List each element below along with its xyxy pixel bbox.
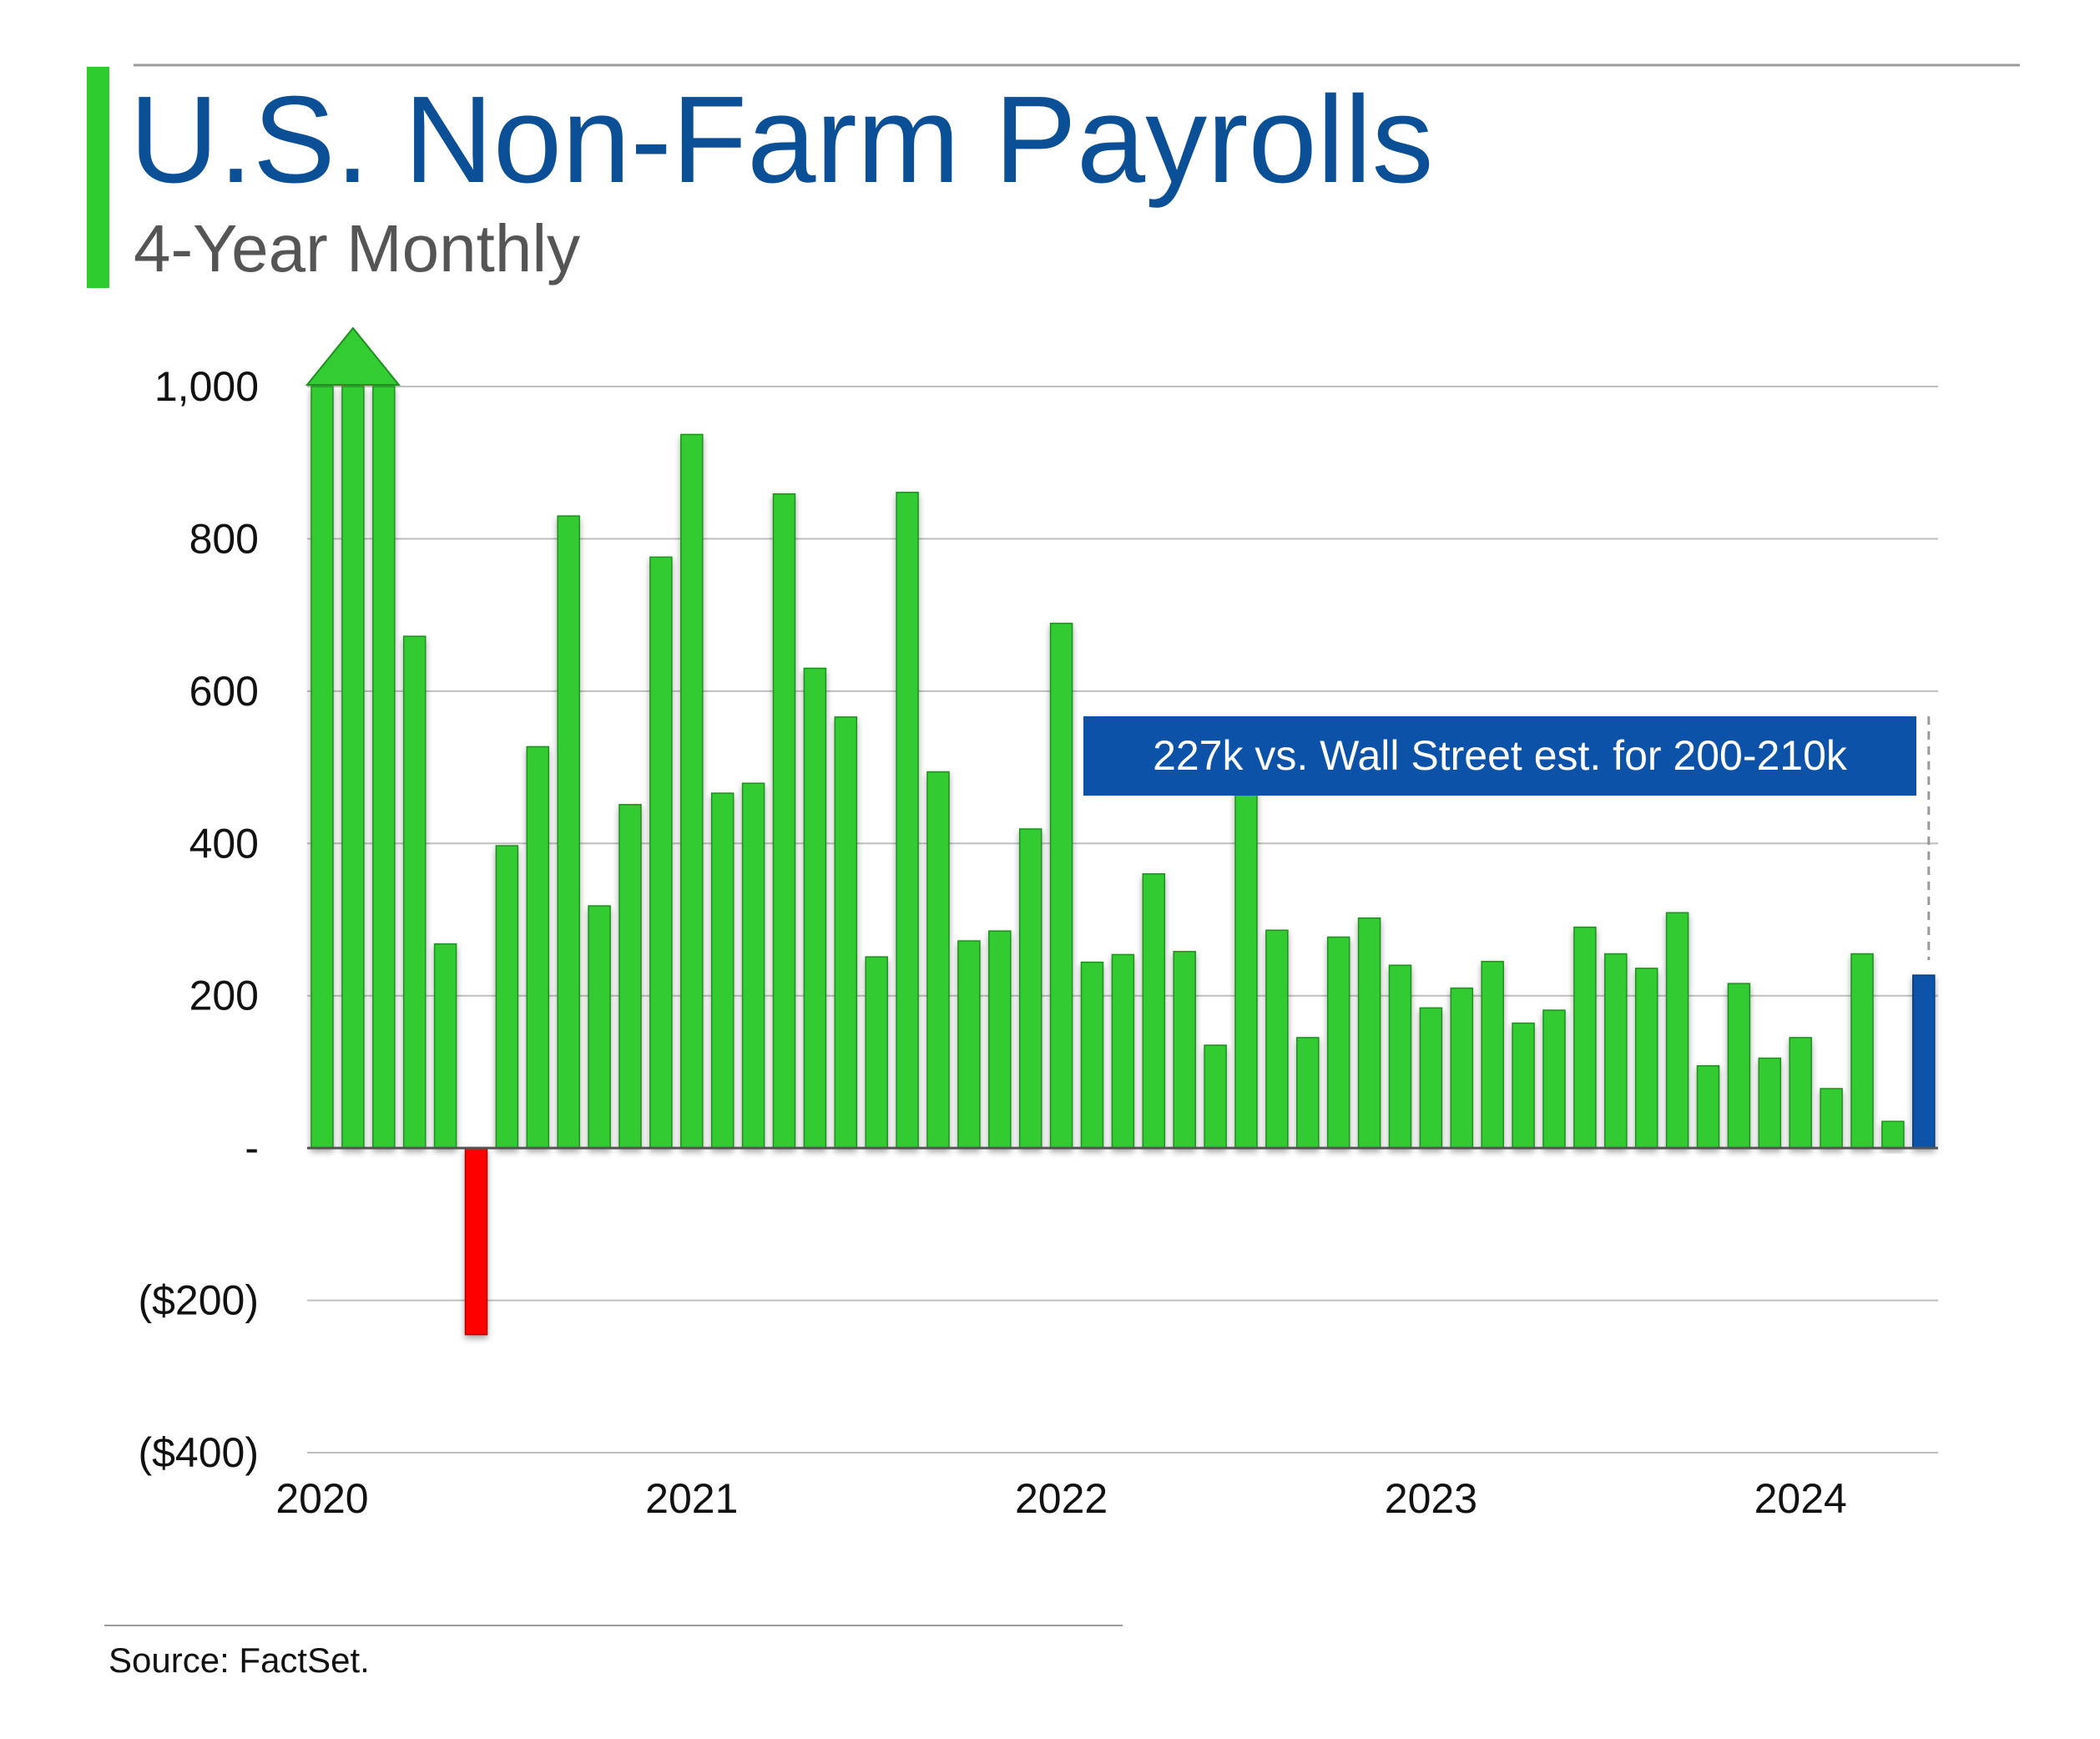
x-tick-label: 2023	[1385, 1475, 1477, 1522]
y-tick-label: -	[245, 1125, 259, 1171]
bar	[1326, 936, 1350, 1149]
chart-subtitle: 4-Year Monthly	[134, 211, 580, 286]
x-tick-label: 2021	[645, 1475, 738, 1522]
x-tick-label: 2022	[1015, 1475, 1108, 1522]
bar	[1634, 968, 1658, 1149]
bar	[618, 804, 642, 1149]
y-tick-label: ($200)	[138, 1277, 259, 1324]
bar	[649, 556, 673, 1149]
bar	[865, 956, 888, 1149]
y-tick-label: 1,000	[154, 363, 259, 410]
y-tick-label: 400	[189, 820, 259, 867]
bar	[1727, 983, 1751, 1149]
x-tick-label: 2020	[275, 1475, 368, 1522]
y-tick-label: 200	[189, 973, 259, 1019]
bar	[1173, 951, 1196, 1149]
bar-negative	[464, 1147, 488, 1336]
bar	[402, 635, 427, 1149]
callout-text: 227k vs. Wall Street est. for 200-210k	[1153, 732, 1848, 779]
chart-title: U.S. Non-Farm Payrolls	[129, 71, 1434, 209]
bar	[310, 386, 334, 1149]
bar	[1204, 1044, 1227, 1149]
bar	[772, 493, 796, 1149]
bar-latest	[1912, 974, 1936, 1149]
bar	[1419, 1007, 1443, 1149]
bar	[1265, 929, 1289, 1149]
y-tick-label: 600	[189, 668, 259, 715]
bar	[803, 667, 827, 1149]
bars-layer	[307, 386, 1938, 1336]
bar	[495, 845, 519, 1149]
bar	[1573, 926, 1597, 1149]
bar	[1357, 917, 1381, 1149]
bar	[1080, 961, 1104, 1149]
bar	[1542, 1009, 1566, 1149]
bar	[1018, 828, 1042, 1149]
bar	[1696, 1064, 1720, 1149]
bar	[1512, 1022, 1535, 1149]
bar	[1789, 1037, 1812, 1149]
bar	[1049, 622, 1073, 1149]
bar	[1850, 953, 1874, 1149]
x-tick-labels: 2020 2021 2022 2023 2024	[275, 1475, 1846, 1522]
title-accent-bar	[87, 67, 109, 288]
bar	[1142, 873, 1166, 1149]
bar	[741, 782, 765, 1149]
annotation-layer	[305, 326, 401, 386]
x-tick-label: 2024	[1754, 1475, 1847, 1522]
bar	[526, 746, 550, 1149]
bar	[1481, 960, 1504, 1149]
bar	[1234, 785, 1258, 1149]
bar	[1758, 1057, 1782, 1149]
bar	[710, 792, 734, 1149]
bar	[557, 515, 580, 1149]
source-note: Source: FactSet.	[109, 1640, 370, 1680]
bar	[433, 943, 457, 1149]
y-tick-label: ($400)	[138, 1429, 259, 1476]
bar	[957, 940, 981, 1149]
callout-box	[1083, 716, 1916, 796]
bar	[1820, 1088, 1843, 1149]
clipped-values-arrow	[305, 326, 401, 386]
bar	[588, 905, 611, 1149]
grid-layer	[307, 386, 1938, 1453]
bar	[834, 716, 858, 1149]
bar	[1388, 964, 1412, 1149]
bar	[1881, 1120, 1905, 1149]
bar	[1296, 1037, 1320, 1149]
bar	[1111, 953, 1135, 1149]
bar	[988, 930, 1012, 1149]
bar	[1665, 912, 1689, 1149]
bar	[372, 386, 396, 1149]
bar	[926, 771, 950, 1149]
y-tick-labels: 1,000 800 600 400 200 - ($200) ($400)	[138, 363, 259, 1476]
bar	[1604, 953, 1628, 1149]
bar	[680, 433, 704, 1149]
y-tick-label: 800	[189, 515, 259, 562]
bar	[896, 492, 919, 1149]
bar	[1450, 987, 1474, 1149]
bar	[341, 386, 365, 1149]
